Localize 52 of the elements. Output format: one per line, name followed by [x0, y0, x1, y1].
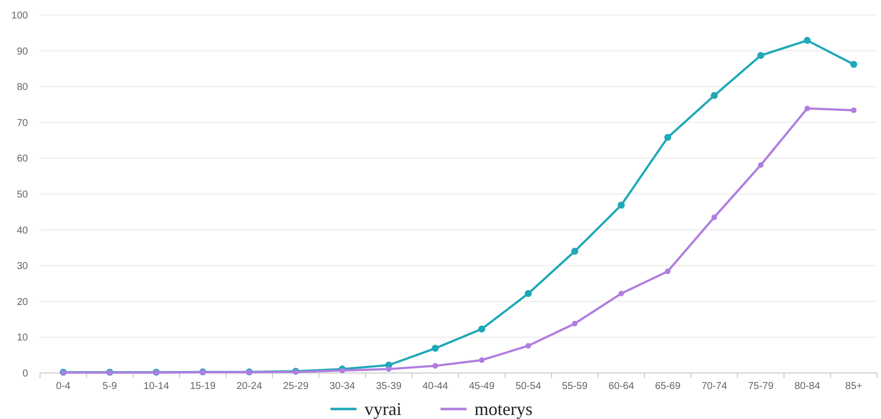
point — [478, 357, 485, 363]
x-tick-label: 30-34 — [329, 381, 356, 392]
x-tick-label: 80-84 — [794, 381, 820, 392]
point — [432, 344, 439, 352]
x-tick-label: 5-9 — [102, 381, 118, 392]
x-tick-label: 60-64 — [608, 381, 634, 392]
x-tick-label: 50-54 — [515, 381, 542, 392]
y-tick-label: 0 — [22, 368, 28, 380]
point — [525, 342, 532, 349]
point — [850, 60, 858, 68]
y-tick-label: 50 — [16, 190, 28, 200]
point — [618, 290, 624, 296]
x-tick-label: 55-59 — [562, 381, 588, 392]
x-tick-label: 20-24 — [236, 381, 262, 392]
point — [850, 107, 857, 114]
x-tick-label: 85+ — [845, 381, 862, 392]
y-tick-label: 80 — [16, 82, 28, 94]
point — [804, 36, 811, 44]
x-tick-label: 75-79 — [748, 381, 774, 392]
point — [711, 214, 718, 220]
point — [524, 290, 532, 298]
point — [664, 134, 672, 141]
y-tick-label: 40 — [16, 225, 28, 236]
point — [386, 366, 392, 372]
y-tick-label: 30 — [16, 261, 28, 272]
point — [710, 92, 718, 100]
point — [664, 268, 671, 274]
x-tick-label: 0-4 — [56, 381, 71, 392]
y-tick-label: 70 — [16, 118, 28, 129]
point — [478, 325, 486, 332]
x-tick-label: 35-39 — [376, 381, 402, 392]
point — [432, 363, 438, 369]
x-tick-label: 10-14 — [143, 381, 170, 392]
point — [757, 52, 764, 59]
point — [571, 248, 578, 255]
point — [618, 202, 625, 209]
x-tick-label: 70-74 — [701, 381, 728, 392]
y-tick-label: 10 — [16, 332, 28, 344]
point — [572, 320, 578, 326]
x-tick-label: 40-44 — [422, 381, 448, 392]
y-tick-label: 100 — [11, 10, 28, 22]
x-tick-label: 45-49 — [468, 381, 495, 392]
y-tick-label: 20 — [16, 296, 28, 308]
y-tick-label: 60 — [16, 154, 28, 165]
x-tick-label: 15-19 — [190, 381, 216, 392]
legend-label: moterys — [474, 399, 532, 419]
point — [804, 106, 810, 112]
y-tick-label: 90 — [16, 46, 28, 58]
legend-label: vyrai — [364, 399, 402, 419]
x-tick-label: 65-69 — [654, 381, 681, 392]
point — [758, 162, 764, 168]
x-tick-label: 25-29 — [282, 381, 309, 392]
